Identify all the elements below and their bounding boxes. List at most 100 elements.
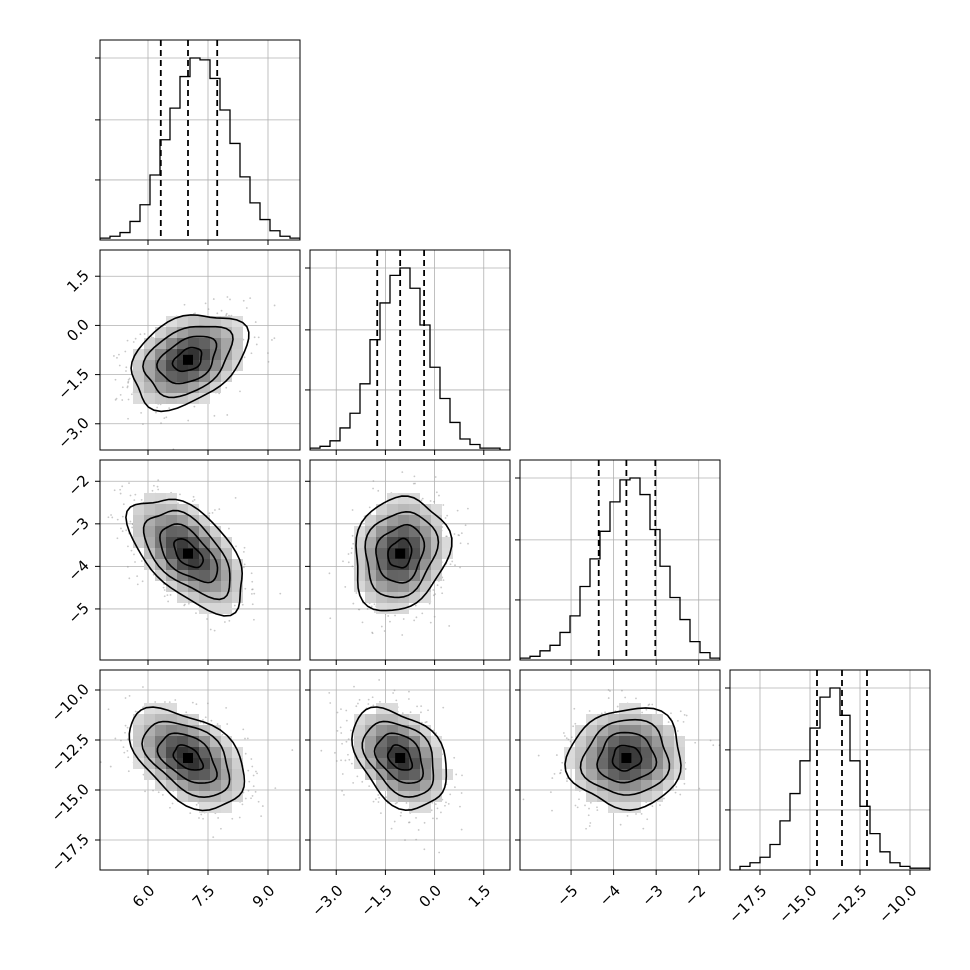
density-cell [221, 802, 232, 813]
y-tick-label: −15.0 [48, 780, 93, 825]
sample-point [134, 710, 137, 713]
sample-point [167, 600, 170, 603]
contour-line [173, 537, 205, 569]
sample-point [250, 592, 253, 595]
density-cell [586, 736, 597, 747]
sample-point [683, 713, 686, 716]
sample-point [351, 534, 354, 537]
sample-point [663, 797, 665, 800]
sample-point [355, 592, 358, 594]
contour-line [128, 706, 246, 812]
density-cell [232, 559, 243, 570]
sample-point [234, 496, 237, 499]
density-cell [442, 769, 453, 780]
sample-point [537, 754, 540, 757]
density-cell [210, 780, 221, 791]
density-cell [144, 703, 155, 714]
density-cell [398, 769, 409, 780]
sample-point [254, 790, 257, 793]
contour-line [351, 706, 448, 812]
density-cell [420, 791, 431, 802]
density-cell [210, 526, 221, 537]
sample-point [561, 761, 564, 764]
sample-point [255, 343, 258, 346]
density-cell [166, 758, 177, 769]
density-cell [155, 338, 166, 349]
density-cell [652, 758, 663, 769]
sample-point [144, 790, 146, 793]
sample-point [444, 804, 446, 807]
sample-point [202, 719, 204, 721]
sample-point [189, 812, 192, 815]
sample-point [130, 549, 133, 552]
density-cell [376, 714, 387, 725]
sample-point [206, 618, 208, 620]
sample-point [621, 689, 623, 692]
sample-point [140, 498, 143, 501]
sample-point [163, 417, 166, 420]
density-cell [365, 581, 376, 592]
density-cell [376, 736, 387, 747]
sample-point [126, 749, 129, 752]
x-tick-label: −10.0 [875, 881, 920, 926]
panel-frame [309, 249, 511, 451]
density-cell [387, 548, 398, 559]
sample-point [341, 773, 344, 775]
x-tick-label: −3.0 [308, 881, 346, 919]
density-cell [387, 725, 398, 736]
density-cell [155, 393, 166, 404]
density-cell [652, 714, 663, 725]
density-cell [354, 714, 365, 725]
density-cell [177, 349, 188, 360]
panel-frame [99, 669, 301, 871]
sample-point [445, 801, 447, 804]
sample-point [459, 542, 462, 545]
density-cell [442, 548, 453, 559]
sample-point [120, 527, 122, 530]
sample-point [239, 390, 241, 393]
x-tick-label: −17.5 [725, 881, 770, 926]
sample-point [635, 697, 637, 700]
sample-point [423, 848, 426, 851]
sample-point [394, 614, 396, 617]
density-cell [409, 581, 420, 592]
sample-point [341, 742, 343, 745]
sample-point [567, 738, 570, 741]
density-cell [232, 581, 243, 592]
density-cell [409, 780, 420, 791]
density-cell [221, 349, 232, 360]
density-cell [575, 747, 586, 758]
density-peak [395, 548, 406, 559]
density-cell [663, 780, 674, 791]
sample-point [349, 729, 352, 732]
contour-line [611, 744, 643, 772]
density-cell [431, 758, 442, 769]
density-cell [387, 703, 398, 714]
panel-frame [309, 669, 511, 871]
sample-point [352, 542, 355, 545]
sample-point [233, 604, 236, 607]
sample-point [260, 815, 263, 818]
sample-point [118, 353, 120, 356]
density-cell [144, 747, 155, 758]
sample-point [123, 751, 126, 754]
sample-point [453, 533, 456, 535]
sample-point [218, 508, 221, 511]
density-cell [431, 780, 442, 791]
density-cell [409, 526, 420, 537]
density-cell [133, 371, 144, 382]
density-cell [376, 592, 387, 603]
contour-line [387, 537, 413, 569]
sample-point [127, 770, 130, 773]
sample-point [271, 339, 273, 341]
sample-point [607, 689, 610, 691]
sample-point [589, 822, 592, 824]
sample-point [607, 697, 610, 699]
panel-frame [309, 459, 511, 661]
density-cell [155, 559, 166, 570]
density-cell [674, 758, 685, 769]
histogram-step-line [100, 57, 300, 240]
density-cell [376, 603, 387, 614]
sample-point [242, 728, 245, 731]
sample-point [122, 503, 125, 506]
